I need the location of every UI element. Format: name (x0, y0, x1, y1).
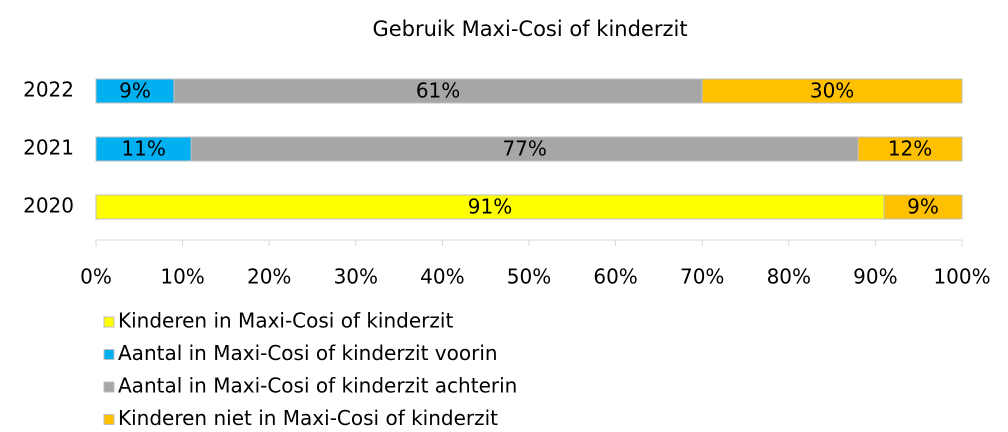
x-tick-label: 40% (420, 265, 464, 289)
bar-segment (190, 136, 859, 162)
x-tick-label: 10% (160, 265, 204, 289)
legend-label: Kinderen in Maxi-Cosi of kinderzit (118, 309, 453, 333)
x-tick-label: 90% (853, 265, 897, 289)
bar-segment (883, 194, 963, 220)
data-label: 11% (121, 137, 165, 161)
bar-segment (95, 194, 885, 220)
bar-segment (701, 78, 963, 104)
data-label: 9% (907, 195, 939, 219)
data-label: 9% (119, 79, 151, 103)
legend-label: Kinderen niet in Maxi-Cosi of kinderzit (118, 406, 498, 430)
legend-swatch (103, 349, 115, 360)
y-tick-label: 2022 (23, 78, 74, 102)
bar-segment (857, 136, 963, 162)
x-tick-label: 80% (767, 265, 811, 289)
data-label: 91% (468, 195, 512, 219)
y-tick-label: 2020 (23, 194, 74, 218)
data-label: 61% (416, 79, 460, 103)
legend-swatch (103, 414, 115, 425)
x-tick-label: 70% (680, 265, 724, 289)
data-label: 12% (888, 137, 932, 161)
x-tick-label: 60% (593, 265, 637, 289)
x-tick-label: 30% (334, 265, 378, 289)
x-tick-label: 0% (80, 265, 112, 289)
data-label: 77% (502, 137, 546, 161)
legend-swatch (103, 316, 115, 328)
bar-segment (95, 78, 175, 104)
chart-title: Gebruik Maxi-Cosi of kinderzit (372, 17, 687, 41)
x-tick-label: 100% (933, 265, 990, 289)
x-tick-label: 20% (247, 265, 291, 289)
bar-segment (173, 78, 703, 104)
bar-segment (95, 136, 192, 162)
legend-label: Aantal in Maxi-Cosi of kinderzit voorin (118, 341, 498, 365)
y-tick-label: 2021 (23, 136, 74, 160)
legend-label: Aantal in Maxi-Cosi of kinderzit achteri… (118, 374, 517, 398)
x-tick-label: 50% (507, 265, 551, 289)
data-label: 30% (810, 79, 854, 103)
legend-swatch (103, 381, 115, 393)
